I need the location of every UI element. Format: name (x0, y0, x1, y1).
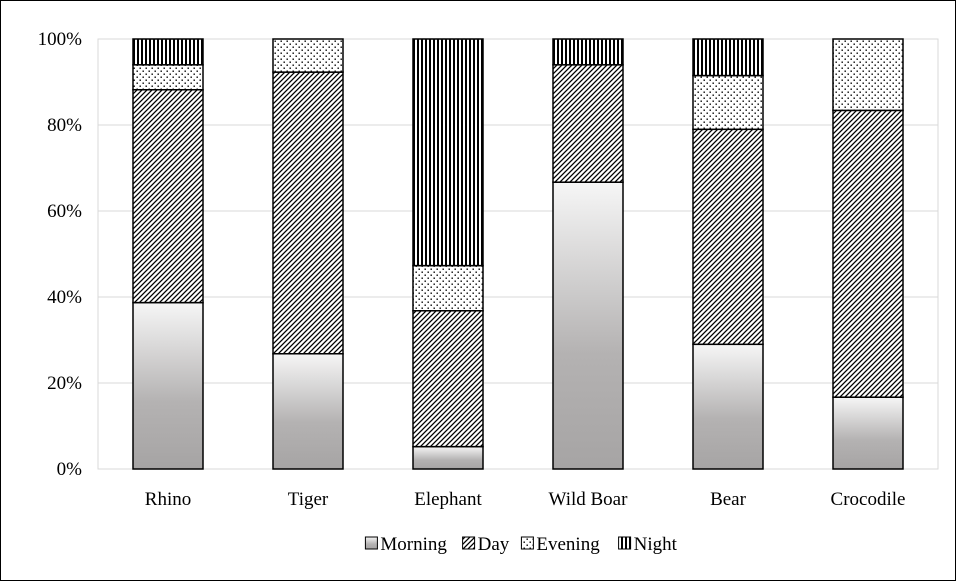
x-category-label: Elephant (414, 489, 482, 510)
x-category-label: Crocodile (831, 489, 906, 510)
bar-segment-day (832, 109, 904, 398)
x-category-label: Rhino (145, 489, 191, 510)
legend-swatch-evening (520, 536, 534, 550)
x-category-label: Wild Boar (549, 489, 629, 510)
bar-segment-morning (832, 396, 904, 470)
y-tick-label: 0% (57, 459, 83, 480)
bar-segment-day (412, 310, 484, 448)
legend-label-day: Day (478, 534, 510, 555)
bar-segment-morning (412, 445, 484, 470)
bar-segment-evening (692, 74, 764, 131)
bars (98, 38, 938, 470)
bar-segment-night (552, 38, 624, 66)
x-category-label: Tiger (288, 489, 329, 510)
y-tick-label: 80% (47, 115, 82, 136)
bar-segment-morning (692, 343, 764, 470)
bar-segment-day (552, 64, 624, 183)
bar-segment-night (692, 38, 764, 77)
legend: Morning Day Evening Night (364, 534, 678, 555)
bar-segment-night (132, 38, 204, 66)
bar-segment-day (272, 71, 344, 355)
legend-swatch-night (618, 536, 632, 550)
bar-segment-night (412, 38, 484, 267)
legend-label-morning: Morning (380, 534, 447, 555)
bar-segment-evening (832, 38, 904, 112)
bar-segment-morning (132, 301, 204, 470)
y-axis-ticks: 0% 20% 40% 60% 80% 100% (38, 29, 83, 480)
x-axis-labels: Rhino Tiger Elephant Wild Boar Bear Crocodile (145, 489, 906, 510)
y-tick-label: 40% (47, 287, 82, 308)
bar-segment-morning (272, 353, 344, 470)
bar-segment-evening (272, 38, 344, 73)
plot-area (97, 38, 939, 470)
y-tick-label: 100% (38, 29, 83, 50)
legend-swatch-morning (364, 536, 378, 550)
legend-label-evening: Evening (536, 534, 600, 555)
legend-label-night: Night (634, 534, 678, 555)
y-tick-label: 20% (47, 373, 82, 394)
y-tick-label: 60% (47, 201, 82, 222)
x-category-label: Bear (710, 489, 747, 510)
bar-segment-day (692, 128, 764, 346)
bar-segment-evening (132, 64, 204, 91)
bar-segment-evening (412, 264, 484, 312)
gridlines (97, 38, 939, 470)
bar-segment-morning (552, 181, 624, 470)
bar-segment-day (132, 88, 204, 304)
legend-swatch-day (462, 536, 476, 550)
